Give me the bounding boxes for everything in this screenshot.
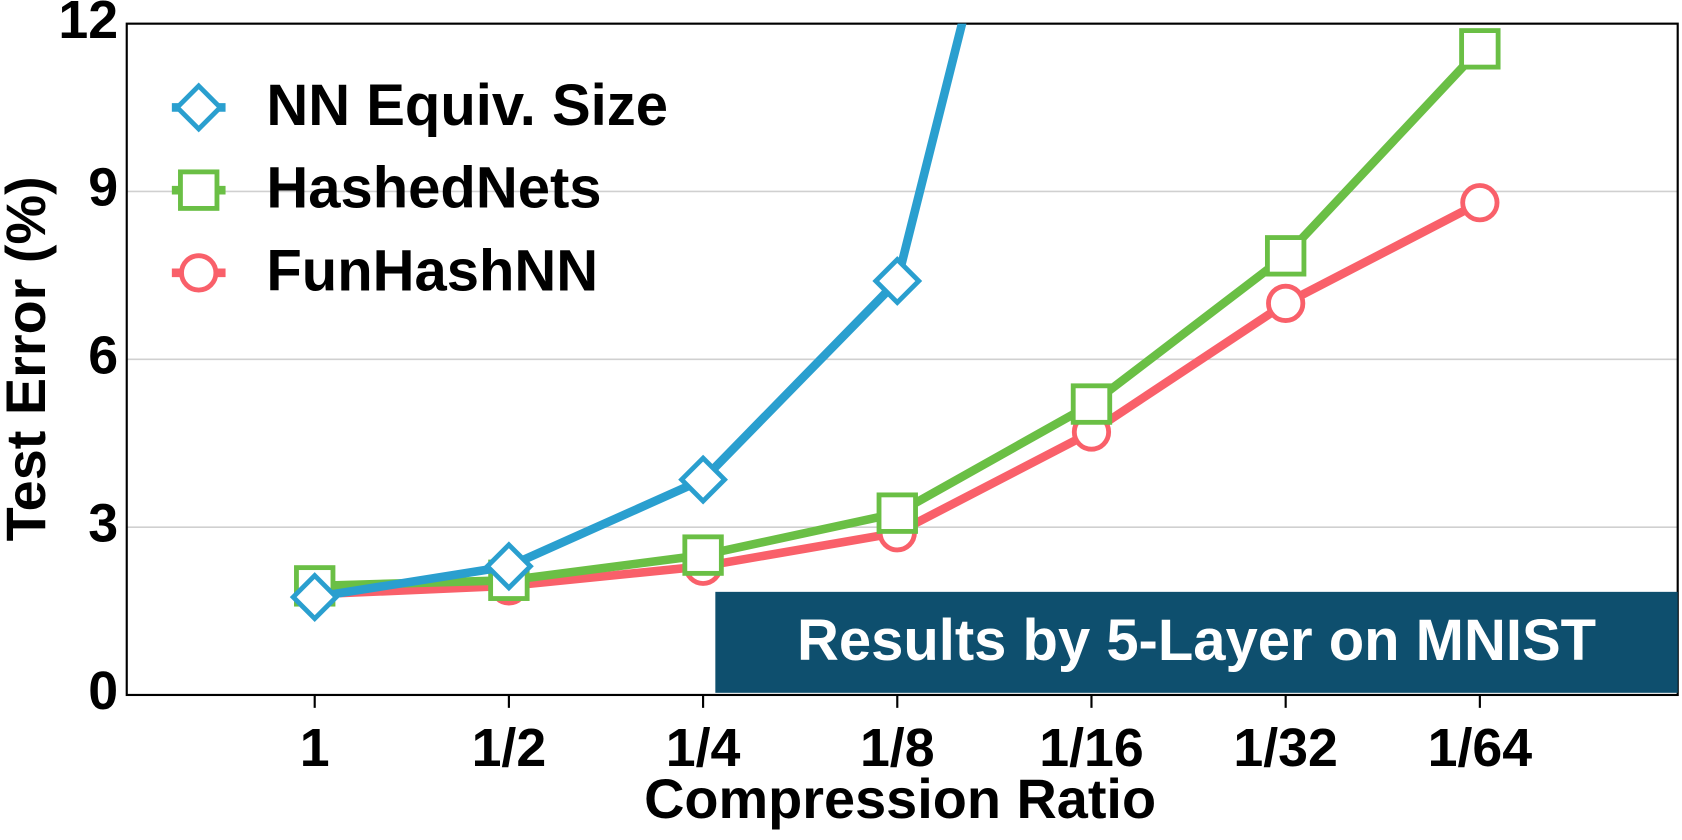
marker (483, 541, 534, 592)
marker (178, 169, 220, 211)
x-axis-label: Compression Ratio (644, 767, 1156, 830)
annotation: Results by 5-Layer on MNIST (797, 609, 1596, 673)
y-axis-label: Test Error (%) (0, 176, 57, 541)
plot-area (289, 23, 1501, 622)
y-tick-label: 12 (58, 0, 118, 50)
x-tick-label: 1/32 (1233, 718, 1338, 778)
marker (289, 572, 340, 622)
marker (1266, 283, 1306, 323)
marker (1459, 28, 1501, 70)
marker (179, 253, 219, 293)
marker (1460, 183, 1500, 223)
x-tick-label: 1 (300, 718, 330, 778)
x-tick-label: 1/2 (472, 718, 547, 778)
y-tick-label: 9 (88, 158, 118, 218)
legend-label: FunHashNN (266, 239, 598, 303)
marker (876, 492, 918, 534)
y-tick-label: 3 (88, 493, 118, 553)
y-tick-label: 6 (88, 326, 118, 386)
x-tick-label: 1/64 (1428, 718, 1533, 778)
marker (173, 82, 224, 133)
marker (872, 256, 923, 306)
annotation-box (715, 591, 1678, 693)
marker (678, 454, 728, 505)
marker (1070, 383, 1113, 425)
x-tick-label: 1/8 (860, 718, 935, 778)
x-tick-label: 1/4 (666, 718, 741, 778)
y-tick-label: 0 (88, 661, 118, 721)
marker (682, 534, 724, 576)
legend-label: NN Equiv. Size (266, 74, 668, 138)
legend-label: HashedNets (266, 157, 601, 221)
x-tick-label: 1/16 (1039, 718, 1144, 778)
plot-frame (125, 22, 1679, 697)
marker (1264, 235, 1307, 277)
